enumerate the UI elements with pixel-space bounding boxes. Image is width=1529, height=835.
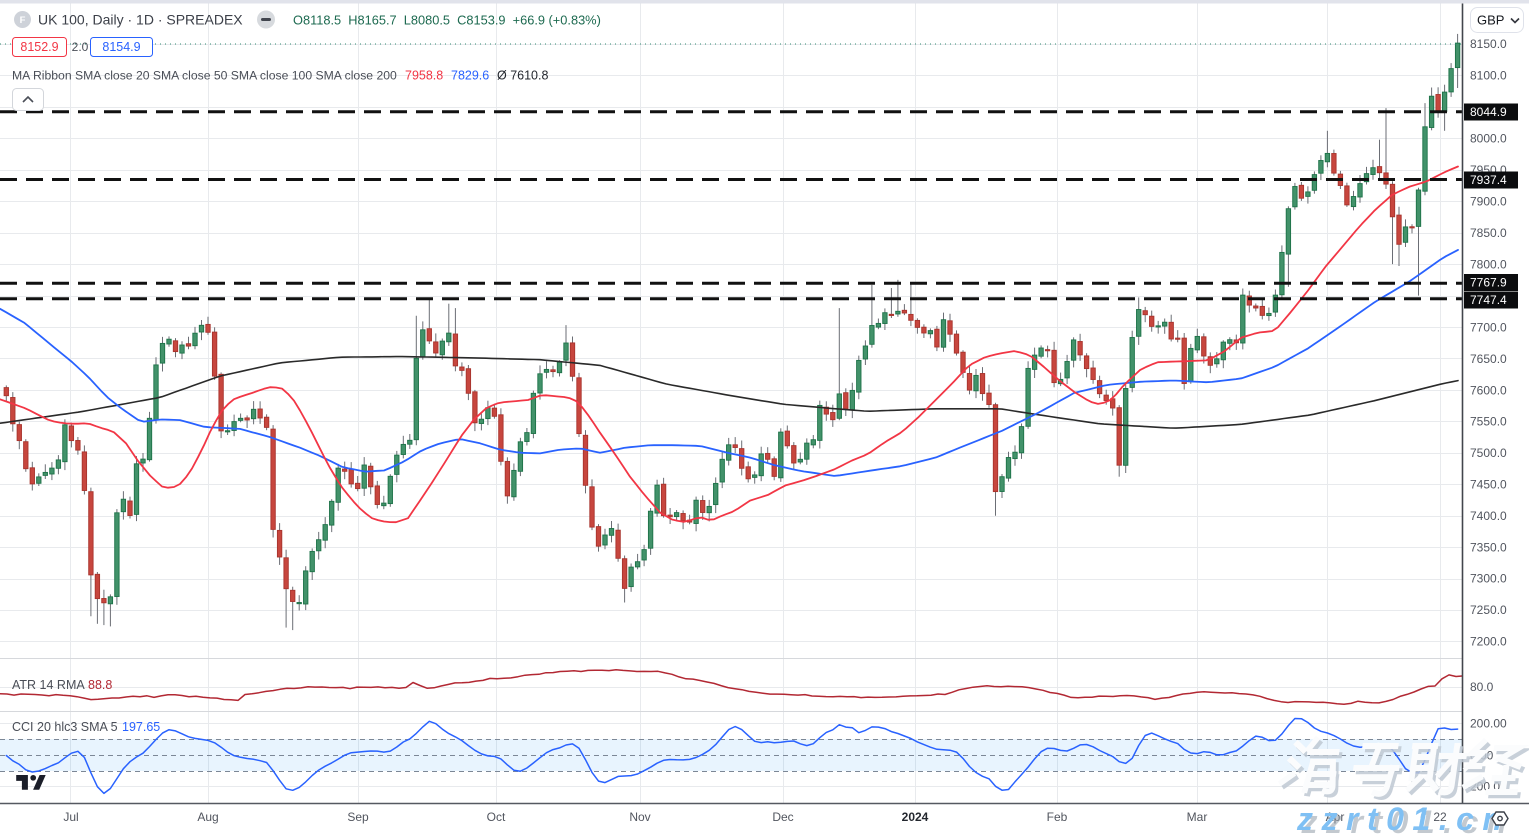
svg-text:7767.9: 7767.9: [1470, 276, 1507, 290]
svg-text:Aug: Aug: [197, 810, 218, 824]
svg-text:Sep: Sep: [347, 810, 369, 824]
svg-text:Feb: Feb: [1047, 810, 1068, 824]
svg-text:zzrt01.cn: zzrt01.cn: [1296, 801, 1510, 835]
svg-text:8100.0: 8100.0: [1470, 69, 1507, 83]
svg-text:UK 100, Daily · 1D · SPREADEX: UK 100, Daily · 1D · SPREADEX: [38, 12, 243, 28]
svg-text:7850.0: 7850.0: [1470, 226, 1507, 240]
svg-text:7900.0: 7900.0: [1470, 195, 1507, 209]
svg-text:7650.0: 7650.0: [1470, 352, 1507, 366]
svg-text:22: 22: [1433, 810, 1447, 824]
svg-text:7700.0: 7700.0: [1470, 321, 1507, 335]
svg-text:7800.0: 7800.0: [1470, 258, 1507, 272]
svg-text:MA Ribbon SMA close 20 SMA clo: MA Ribbon SMA close 20 SMA close 50 SMA …: [12, 69, 397, 83]
svg-text:8152.9: 8152.9: [20, 40, 58, 54]
svg-text:8154.9: 8154.9: [102, 40, 140, 54]
svg-text:88.8: 88.8: [88, 678, 112, 692]
svg-text:7937.4: 7937.4: [1470, 173, 1507, 187]
svg-text:F: F: [20, 15, 26, 26]
svg-text:7450.0: 7450.0: [1470, 478, 1507, 492]
svg-text:Apr: Apr: [1326, 810, 1345, 824]
svg-text:Oct: Oct: [487, 810, 506, 824]
svg-text:200.00: 200.00: [1470, 717, 1507, 731]
svg-text:7550.0: 7550.0: [1470, 415, 1507, 429]
svg-text:8000.0: 8000.0: [1470, 132, 1507, 146]
svg-text:7747.4: 7747.4: [1470, 293, 1507, 307]
svg-text:Ø 7610.8: Ø 7610.8: [497, 69, 548, 83]
svg-text:Mar: Mar: [1187, 810, 1208, 824]
svg-text:7400.0: 7400.0: [1470, 509, 1507, 523]
svg-text:7500.0: 7500.0: [1470, 446, 1507, 460]
svg-text:2024: 2024: [902, 810, 929, 824]
svg-text:O8118.5 H8165.7 L8080.5 C81: O8118.5 H8165.7 L8080.5 C8153.9 +66.9 (+…: [293, 13, 601, 28]
svg-text:Jul: Jul: [63, 810, 78, 824]
svg-text:8044.9: 8044.9: [1470, 105, 1507, 119]
svg-text:7250.0: 7250.0: [1470, 603, 1507, 617]
svg-text:197.65: 197.65: [122, 720, 160, 734]
svg-text:2.0: 2.0: [72, 40, 89, 54]
svg-text:7600.0: 7600.0: [1470, 384, 1507, 398]
svg-text:zzrt01.cn: zzrt01.cn: [1301, 804, 1515, 835]
svg-text:7829.6: 7829.6: [451, 69, 489, 83]
svg-text:GBP: GBP: [1477, 13, 1504, 28]
svg-text:7958.8: 7958.8: [405, 69, 443, 83]
svg-text:7350.0: 7350.0: [1470, 541, 1507, 555]
svg-text:CCI 20 hlc3 SMA 5: CCI 20 hlc3 SMA 5: [12, 720, 118, 734]
svg-text:7300.0: 7300.0: [1470, 572, 1507, 586]
svg-text:Nov: Nov: [629, 810, 650, 824]
svg-text:8150.0: 8150.0: [1470, 37, 1507, 51]
svg-text:80.0: 80.0: [1470, 680, 1494, 694]
svg-text:7200.0: 7200.0: [1470, 635, 1507, 649]
svg-text:Dec: Dec: [772, 810, 793, 824]
svg-text:ATR 14 RMA: ATR 14 RMA: [12, 678, 85, 692]
